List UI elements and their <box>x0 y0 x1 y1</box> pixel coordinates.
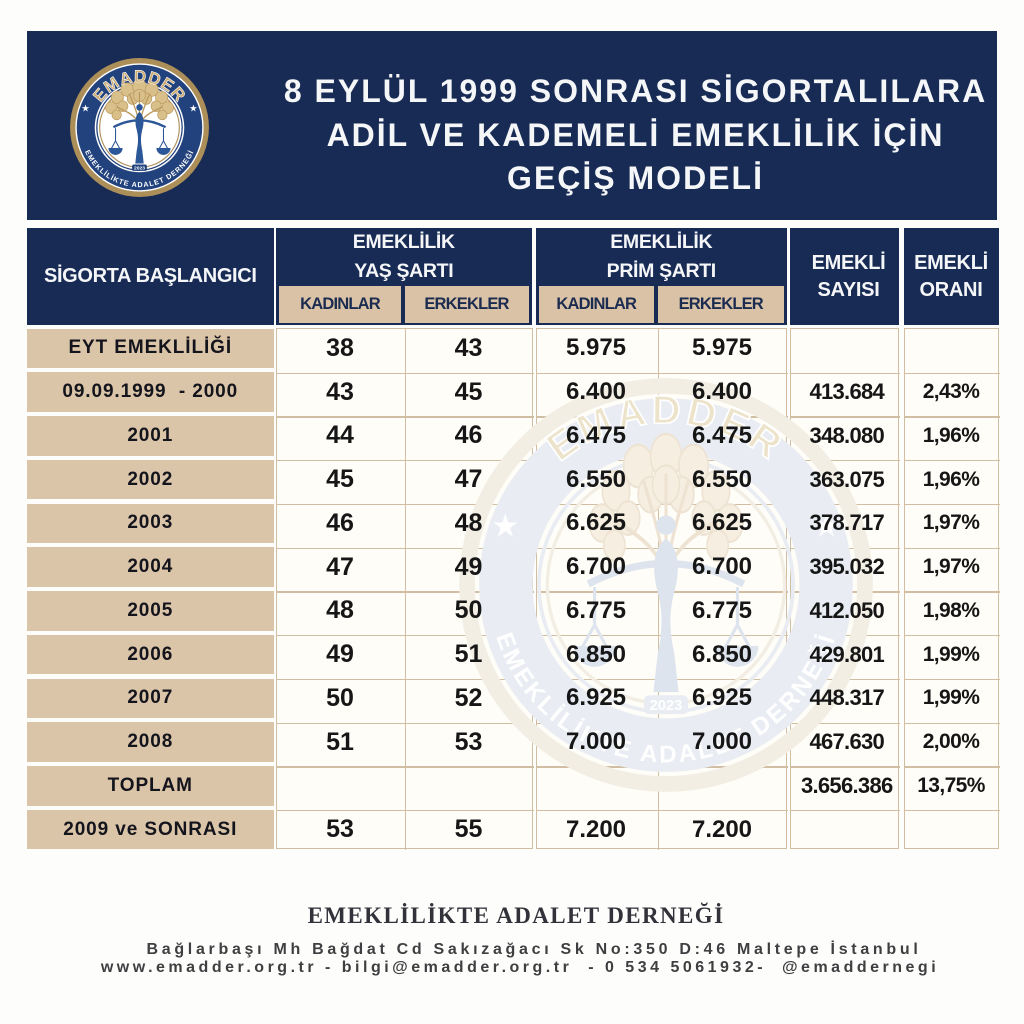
svg-text:★: ★ <box>189 103 198 114</box>
svg-text:★: ★ <box>491 508 519 544</box>
svg-text:2023: 2023 <box>650 698 683 714</box>
svg-text:★: ★ <box>813 508 841 544</box>
svg-text:★: ★ <box>81 103 90 114</box>
svg-text:2023: 2023 <box>134 165 145 171</box>
